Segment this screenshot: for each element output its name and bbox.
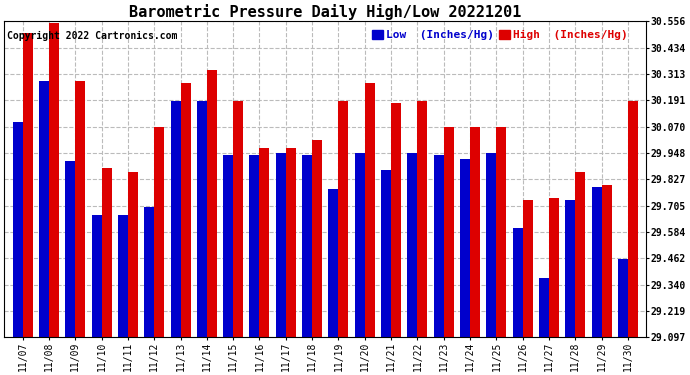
Bar [250, 155, 259, 337]
Bar [496, 127, 506, 337]
Bar [302, 155, 312, 337]
Bar [233, 100, 243, 337]
Bar [66, 161, 75, 337]
Bar [417, 100, 427, 337]
Bar [470, 127, 480, 337]
Bar [286, 148, 296, 337]
Bar [276, 153, 286, 337]
Bar [523, 200, 533, 337]
Bar [575, 172, 585, 337]
Bar [365, 83, 375, 337]
Bar [12, 122, 23, 337]
Bar [39, 81, 49, 337]
Bar [181, 83, 190, 337]
Bar [486, 153, 496, 337]
Bar [312, 140, 322, 337]
Bar [602, 185, 611, 337]
Bar [513, 228, 523, 337]
Bar [101, 168, 112, 337]
Bar [591, 187, 602, 337]
Bar [434, 155, 444, 337]
Bar [92, 215, 101, 337]
Bar [328, 189, 339, 337]
Bar [339, 100, 348, 337]
Bar [444, 127, 454, 337]
Bar [49, 22, 59, 337]
Bar [118, 215, 128, 337]
Bar [565, 200, 575, 337]
Bar [207, 70, 217, 337]
Bar [618, 259, 628, 337]
Bar [407, 153, 417, 337]
Bar [223, 155, 233, 337]
Bar [75, 81, 86, 337]
Bar [460, 159, 470, 337]
Bar [549, 198, 559, 337]
Title: Barometric Pressure Daily High/Low 20221201: Barometric Pressure Daily High/Low 20221… [129, 4, 522, 20]
Bar [381, 170, 391, 337]
Bar [628, 100, 638, 337]
Bar [539, 278, 549, 337]
Bar [154, 127, 164, 337]
Bar [144, 207, 154, 337]
Legend: Low  (Inches/Hg), High  (Inches/Hg): Low (Inches/Hg), High (Inches/Hg) [372, 30, 628, 40]
Bar [128, 172, 138, 337]
Text: Copyright 2022 Cartronics.com: Copyright 2022 Cartronics.com [8, 31, 178, 41]
Bar [391, 103, 401, 337]
Bar [170, 100, 181, 337]
Bar [23, 33, 32, 337]
Bar [355, 153, 365, 337]
Bar [259, 148, 270, 337]
Bar [197, 100, 207, 337]
